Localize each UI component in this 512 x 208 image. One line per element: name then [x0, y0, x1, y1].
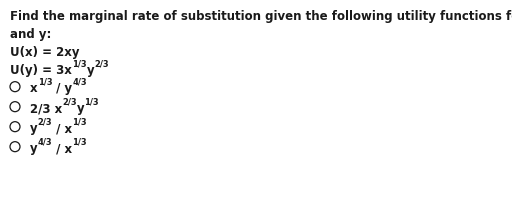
Text: 4/3: 4/3	[37, 138, 52, 147]
Text: 4/3: 4/3	[72, 78, 87, 87]
Text: U(x) = 2xy: U(x) = 2xy	[10, 46, 79, 59]
Text: y: y	[30, 142, 37, 155]
Text: / y: / y	[52, 82, 72, 95]
Text: / x: / x	[52, 142, 72, 155]
Text: y: y	[77, 102, 84, 115]
Text: U(y) = 3x: U(y) = 3x	[10, 64, 72, 77]
Text: y: y	[30, 122, 37, 135]
Text: y: y	[87, 64, 94, 77]
Text: x: x	[30, 82, 37, 95]
Text: 1/3: 1/3	[72, 138, 87, 147]
Text: 2/3: 2/3	[37, 118, 52, 127]
Text: Find the marginal rate of substitution given the following utility functions for: Find the marginal rate of substitution g…	[10, 10, 512, 23]
Text: and y:: and y:	[10, 28, 51, 41]
Text: 1/3: 1/3	[84, 98, 99, 107]
Text: 1/3: 1/3	[72, 60, 87, 69]
Text: 2/3 x: 2/3 x	[30, 102, 62, 115]
Text: 2/3: 2/3	[62, 98, 77, 107]
Text: 1/3: 1/3	[37, 78, 52, 87]
Text: 2/3: 2/3	[94, 60, 109, 69]
Text: / x: / x	[52, 122, 72, 135]
Text: 1/3: 1/3	[72, 118, 87, 127]
